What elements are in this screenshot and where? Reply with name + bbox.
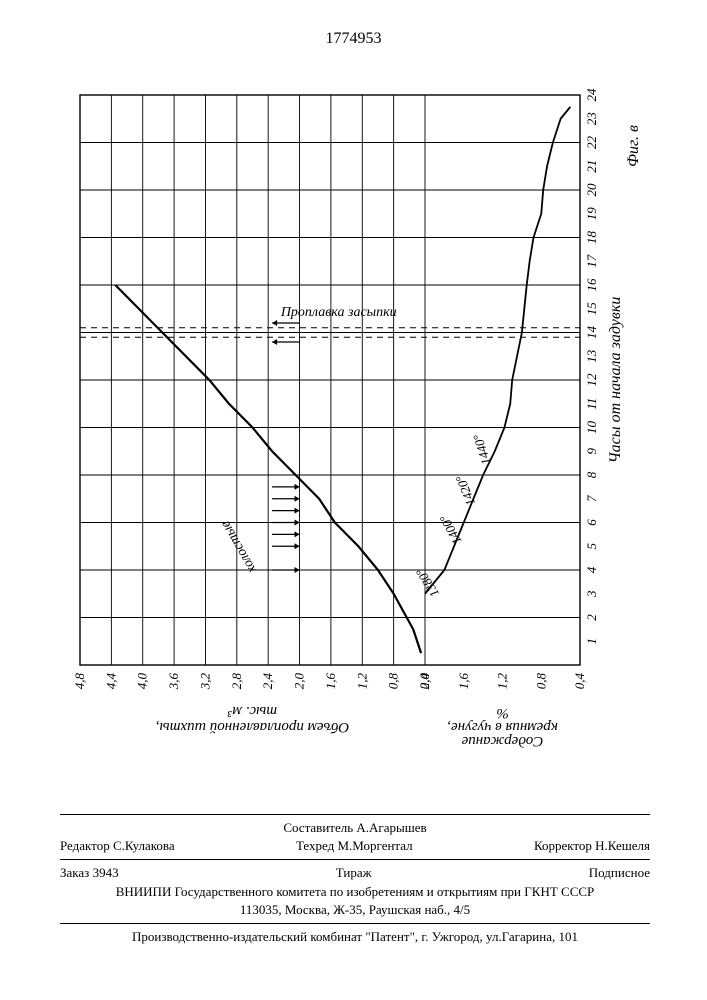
svg-text:1,6: 1,6 <box>323 673 338 690</box>
svg-text:Фиг. в: Фиг. в <box>625 125 642 167</box>
svg-text:0,4: 0,4 <box>572 673 587 690</box>
svg-text:1,6: 1,6 <box>456 673 471 690</box>
svg-text:24: 24 <box>584 88 599 102</box>
svg-text:холостые: холостые <box>218 518 260 576</box>
svg-text:21: 21 <box>584 160 599 173</box>
svg-text:1: 1 <box>584 638 599 645</box>
svg-text:7: 7 <box>584 495 599 502</box>
svg-text:0,8: 0,8 <box>533 673 548 690</box>
svg-text:Объем проплавленной шихты,тыс.: Объем проплавленной шихты,тыс. м³ <box>156 703 350 735</box>
podpis-label: Подписное <box>589 864 650 882</box>
chart-image: 123456789101112131415161718192021222324Ч… <box>60 70 660 780</box>
svg-text:17: 17 <box>584 254 599 268</box>
imprint-footer: Составитель А.Агарышев Редактор С.Кулако… <box>60 810 650 946</box>
svg-text:3: 3 <box>584 590 599 598</box>
svg-text:4,8: 4,8 <box>72 673 87 690</box>
svg-text:10: 10 <box>584 421 599 435</box>
svg-text:4,4: 4,4 <box>103 673 118 690</box>
svg-text:9: 9 <box>584 448 599 455</box>
svg-text:Часы от начала задувки: Часы от начала задувки <box>607 297 624 464</box>
svg-text:2,0: 2,0 <box>292 673 307 690</box>
svg-text:1420°: 1420° <box>453 473 479 508</box>
tirazh-label: Тираж <box>336 864 372 882</box>
svg-text:16: 16 <box>584 278 599 292</box>
page: 1774953 12345678910111213141516171819202… <box>0 0 707 1000</box>
org-line-2: 113035, Москва, Ж-35, Раушская наб., 4/5 <box>60 901 650 919</box>
order-number: 3943 <box>93 865 119 880</box>
svg-text:13: 13 <box>584 349 599 363</box>
svg-text:4: 4 <box>584 566 599 573</box>
chart-svg: 123456789101112131415161718192021222324Ч… <box>60 70 660 780</box>
svg-text:14: 14 <box>584 326 599 340</box>
svg-text:5: 5 <box>584 543 599 550</box>
svg-text:19: 19 <box>584 207 599 221</box>
svg-text:23: 23 <box>584 112 599 126</box>
compiler-name: А.Агарышев <box>356 820 426 835</box>
svg-text:1,2: 1,2 <box>354 673 369 690</box>
org-line-1: ВНИИПИ Государственного комитета по изоб… <box>60 883 650 901</box>
org-line-3: Производственно-издательский комбинат "П… <box>60 928 650 946</box>
svg-text:2,0: 2,0 <box>417 673 432 690</box>
svg-text:2,8: 2,8 <box>229 673 244 690</box>
svg-text:11: 11 <box>584 398 599 410</box>
svg-text:18: 18 <box>584 231 599 245</box>
svg-text:3,6: 3,6 <box>166 673 181 691</box>
svg-text:4,0: 4,0 <box>135 673 150 690</box>
corrector-name: Н.Кешеля <box>595 838 650 853</box>
svg-text:20: 20 <box>584 183 599 197</box>
svg-text:6: 6 <box>584 519 599 526</box>
compiler-label: Составитель <box>283 820 353 835</box>
document-number: 1774953 <box>0 30 707 48</box>
svg-text:12: 12 <box>584 373 599 387</box>
svg-text:22: 22 <box>584 136 599 150</box>
svg-text:2: 2 <box>584 614 599 621</box>
svg-text:3,2: 3,2 <box>197 673 212 691</box>
svg-text:1,2: 1,2 <box>495 673 510 690</box>
svg-text:0,8: 0,8 <box>386 673 401 690</box>
editor-name: С.Кулакова <box>113 838 175 853</box>
svg-text:Содержаниекремния в чугуне,%: Содержаниекремния в чугуне,% <box>447 705 557 749</box>
techred-name: М.Моргентал <box>337 838 412 853</box>
order-label: Заказ <box>60 865 89 880</box>
svg-text:Проплавка засыпки: Проплавка засыпки <box>280 305 397 320</box>
svg-text:1380°: 1380° <box>413 566 442 600</box>
techred-label: Техред <box>296 838 334 853</box>
corrector-label: Корректор <box>534 838 592 853</box>
svg-text:2,4: 2,4 <box>260 673 275 690</box>
svg-text:15: 15 <box>584 302 599 316</box>
editor-label: Редактор <box>60 838 110 853</box>
svg-text:1440°: 1440° <box>470 433 494 467</box>
svg-text:8: 8 <box>584 471 599 478</box>
